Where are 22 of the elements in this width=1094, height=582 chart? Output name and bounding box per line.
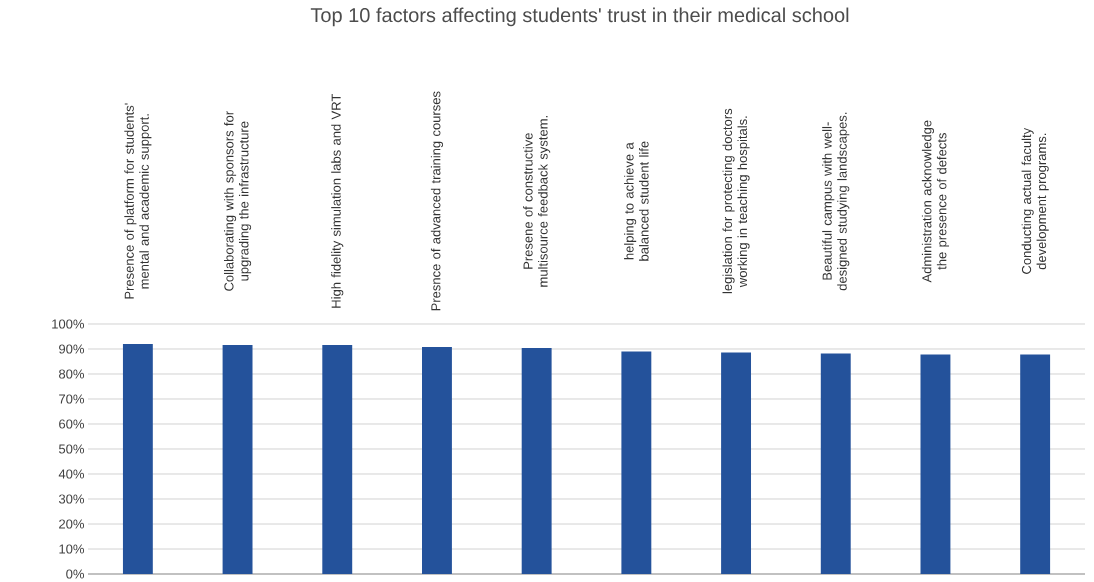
x-tick-label: Beautiful campus with well-designed studying landscapes. (822, 112, 850, 291)
y-tick-label: 100% (52, 319, 85, 329)
x-tick-label: Presnce of advanced training courses (430, 91, 444, 311)
y-tick-label: 20% (59, 519, 85, 529)
y-tick-label: 90% (59, 344, 85, 354)
x-tick-label: Conducting actual faculty development programs. (1021, 127, 1049, 274)
y-tick-label: 80% (59, 369, 85, 379)
x-tick-label: Presene of constructive multisource feedback system. (523, 116, 551, 287)
chart-title: Top 10 factors affecting students' trust in their medical school (310, 7, 849, 27)
y-tick-label: 0% (66, 569, 85, 579)
y-tick-label: 40% (58, 469, 85, 479)
x-tick-label: Collaborating with sponsors for upgrading the infrastructure (223, 111, 252, 291)
x-tick-label: legislation for protecting doctors working in teaching hospitals. (722, 108, 750, 294)
x-tick-label: helping to achieve a balanced student life (624, 141, 649, 261)
x-tick-label: Administration acknowledge the presence of defects (921, 120, 950, 283)
y-tick-label: 70% (59, 394, 85, 404)
y-tick-label: 60% (59, 419, 85, 429)
x-tick-label: Presence of platform for students' mental and academic support. (124, 103, 152, 299)
x-tick-label: High fidelity simulation labs and VRT (331, 94, 344, 308)
y-tick-label: 10% (59, 544, 85, 554)
y-tick-label: 50% (58, 444, 85, 454)
y-tick-label: 30% (58, 494, 85, 504)
